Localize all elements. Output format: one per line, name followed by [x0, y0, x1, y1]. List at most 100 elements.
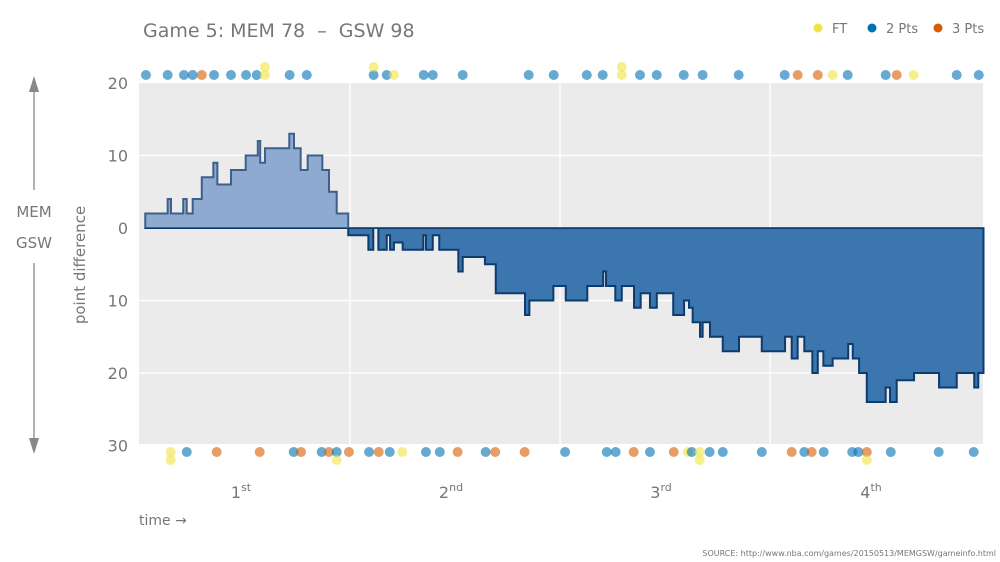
gsw-score-dot-2pt [434, 447, 445, 457]
gsw-score-dot-2pt [704, 447, 715, 457]
legend-swatch-3 [933, 23, 943, 33]
gsw-score-dot-2pt [885, 447, 896, 457]
gsw-score-dot-3pt [519, 447, 530, 457]
y-tick-label: 10 [108, 147, 128, 166]
legend-label: FT [832, 22, 847, 37]
quarter-suffix: rd [660, 481, 671, 494]
gsw-score-dot-2pt [610, 447, 621, 457]
scoring-dots [140, 62, 984, 465]
mem-score-dot-2pt [697, 70, 708, 80]
y-tick-label: 20 [108, 364, 128, 383]
gsw-score-dot-2pt [288, 447, 299, 457]
mem-score-dot-2pt [418, 70, 429, 80]
mem-score-dot-2pt [178, 70, 189, 80]
gsw-score-dot-2pt [480, 447, 491, 457]
gsw-score-dot-ft [165, 447, 176, 457]
mem-score-dot-ft [259, 62, 270, 72]
gsw-score-dot-2pt [420, 447, 431, 457]
quarter-number: 1 [231, 483, 241, 502]
gsw-score-dot-ft [331, 455, 342, 465]
gsw-score-dot-2pt [799, 447, 810, 457]
y-tick-label: 0 [118, 219, 128, 238]
mem-score-dot-2pt [209, 70, 220, 80]
gsw-score-dot-2pt [316, 447, 327, 457]
margin-area [144, 132, 985, 403]
quarter-number: 4 [860, 483, 870, 502]
mem-score-dot-2pt [140, 70, 151, 80]
mem-score-dot-2pt [381, 70, 392, 80]
y-tick-label: 30 [108, 437, 128, 456]
legend-swatch-ft [813, 23, 823, 33]
gsw-score-dot-3pt [786, 447, 797, 457]
gsw-score-dot-3pt [211, 447, 222, 457]
mem-score-dot-2pt [548, 70, 559, 80]
quarter-label: 2nd [439, 481, 463, 502]
direction-arrows: MEM GSW [16, 76, 52, 454]
quarter-label: 1st [231, 481, 252, 502]
mem-score-dot-ft [368, 62, 379, 72]
gsw-score-dot-3pt [861, 447, 872, 457]
gsw-score-dot-2pt [818, 447, 829, 457]
mem-score-dot-2pt [678, 70, 689, 80]
mem-score-dot-2pt [733, 70, 744, 80]
gsw-score-dot-2pt [384, 447, 395, 457]
quarter-suffix: nd [449, 481, 463, 494]
quarter-label: 3rd [650, 481, 672, 502]
gsw-score-dot-2pt [933, 447, 944, 457]
mem-score-dot-2pt [523, 70, 534, 80]
quarter-number: 2 [439, 483, 449, 502]
gsw-score-dot-3pt [343, 447, 354, 457]
mem-score-dot-2pt [226, 70, 236, 80]
gsw-score-dot-3pt [373, 447, 384, 457]
team-down-label: GSW [16, 234, 52, 252]
gsw-score-dot-3pt [628, 447, 639, 457]
mem-score-dot-ft [388, 70, 399, 80]
y-axis: 20 10 0 10 20 30 [108, 74, 128, 456]
mem-score-dot-2pt [368, 70, 379, 80]
gsw-score-dot-2pt [717, 447, 728, 457]
mem-score-dot-ft [908, 70, 919, 80]
y-tick-label: 10 [108, 292, 128, 311]
arrow-up-icon [29, 76, 39, 92]
mem-score-dot-2pt [427, 70, 438, 80]
mem-score-dot-2pt [597, 70, 608, 80]
mem-score-dot-3pt [891, 70, 902, 80]
gsw-score-dot-2pt [364, 447, 375, 457]
y-axis-label: point difference [71, 206, 89, 324]
gsw-score-dot-3pt [490, 447, 501, 457]
chart-title: Game 5: MEM 78 – GSW 98 [143, 20, 415, 42]
x-axis: 1st 2nd 3rd 4th [231, 481, 882, 502]
x-axis-label: time → [139, 513, 187, 529]
gsw-score-dot-ft [694, 455, 705, 465]
gsw-score-dot-2pt [853, 447, 864, 457]
mem-score-dot-2pt [651, 70, 662, 80]
mem-score-dot-3pt [812, 70, 823, 80]
gsw-score-dot-3pt [668, 447, 679, 457]
mem-score-dot-2pt [842, 70, 853, 80]
gsw-score-dot-3pt [806, 447, 817, 457]
mem-score-dot-ft [616, 70, 627, 80]
mem-score-dot-3pt [196, 70, 207, 80]
quarter-suffix: st [241, 481, 252, 494]
legend: FT 2 Pts 3 Pts [813, 22, 984, 37]
mem-score-dot-2pt [301, 70, 312, 80]
gsw-score-dot-2pt [560, 447, 571, 457]
gsw-score-dot-3pt [324, 447, 334, 457]
mem-score-dot-2pt [779, 70, 790, 80]
mem-score-dot-2pt [951, 70, 962, 80]
gsw-score-dot-ft [694, 447, 705, 457]
mem-score-dot-2pt [880, 70, 891, 80]
arrow-down-icon [29, 438, 39, 454]
gsw-score-dot-ft [165, 455, 176, 465]
gsw-score-dot-2pt [644, 447, 655, 457]
mem-score-dot-2pt [581, 70, 592, 80]
gsw-lead-area [144, 228, 985, 403]
mem-score-dot-2pt [241, 70, 252, 80]
gsw-score-dot-ft [397, 447, 408, 457]
gsw-score-dot-3pt [254, 447, 265, 457]
gsw-score-dot-2pt [181, 447, 192, 457]
mem-lead-area [144, 132, 985, 228]
mem-score-dot-ft [259, 70, 270, 80]
mem-score-dot-2pt [251, 70, 262, 80]
